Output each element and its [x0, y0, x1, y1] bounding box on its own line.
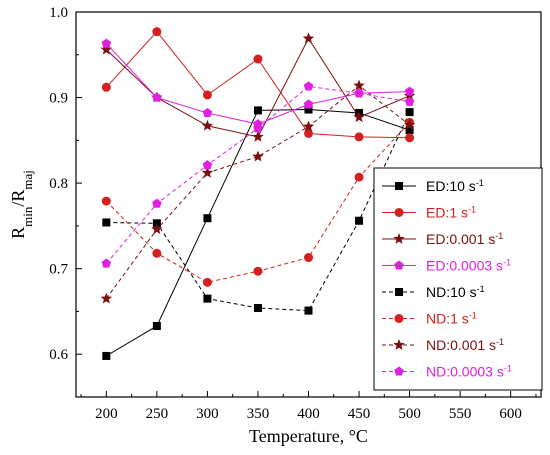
data-point [355, 132, 364, 141]
data-point [203, 278, 212, 287]
x-tick-label: 250 [146, 406, 169, 422]
data-point [405, 97, 415, 106]
data-point [254, 106, 262, 114]
data-point [202, 120, 213, 131]
legend-marker [395, 288, 403, 296]
legend-marker [395, 208, 404, 217]
data-point [102, 83, 111, 92]
data-point [305, 307, 313, 315]
y-tick-label: 1.0 [49, 5, 68, 21]
data-point [253, 267, 262, 276]
data-point [355, 173, 364, 182]
x-tick-label: 500 [398, 406, 421, 422]
data-point [102, 218, 110, 226]
x-tick-label: 600 [499, 406, 522, 422]
data-point [355, 217, 363, 225]
data-point [102, 197, 111, 206]
series-layer [101, 27, 416, 360]
x-tick-label: 550 [449, 406, 472, 422]
data-point [304, 253, 313, 262]
data-point [406, 108, 414, 116]
data-point [405, 87, 415, 96]
legend: ED:10 s-1 ED:1 s-1 ED:0.001 s-1 ED:0.0003 s… [374, 168, 542, 390]
data-point [152, 27, 161, 36]
x-tick-label: 300 [196, 406, 219, 422]
data-point [102, 259, 112, 268]
x-tick-label: 200 [95, 406, 118, 422]
data-point [203, 108, 213, 117]
data-point [152, 199, 162, 208]
legend-label: ND:0.001 s-1 [426, 337, 504, 353]
series-line [106, 110, 409, 356]
data-point [203, 160, 213, 169]
y-axis-title-sub2: maj [20, 170, 35, 190]
legend-label: ND:10 s-1 [426, 284, 485, 300]
data-point [254, 304, 262, 312]
series-1 [102, 106, 413, 360]
y-tick-label: 0.8 [49, 176, 68, 192]
series-line [106, 112, 409, 310]
legend-label-sup: -1 [503, 258, 511, 268]
data-point [252, 151, 263, 162]
data-point [304, 99, 314, 108]
data-point [203, 295, 211, 303]
legend-label-sup: -1 [495, 231, 503, 241]
y-tick-label: 0.6 [49, 347, 68, 363]
series-4 [102, 39, 415, 128]
y-axis-title: Rmin/Rmaj [8, 170, 35, 239]
legend-label-sup: -1 [469, 311, 477, 321]
data-point [203, 90, 212, 99]
data-point [303, 33, 314, 44]
data-point [101, 293, 112, 304]
x-tick-label: 350 [247, 406, 270, 422]
y-tick-label: 0.9 [49, 91, 68, 107]
legend-label-sup: -1 [504, 364, 512, 374]
data-point [102, 352, 110, 360]
x-tick-label: 400 [297, 406, 320, 422]
legend-label-sup: -1 [468, 205, 476, 215]
x-tick-label: 450 [348, 406, 371, 422]
legend-label: ND:0.0003 s-1 [426, 364, 512, 380]
data-point [152, 249, 161, 258]
y-tick-label: 0.7 [49, 262, 68, 278]
data-point [203, 214, 211, 222]
legend-marker [395, 314, 404, 323]
legend-label-sup: -1 [496, 337, 504, 347]
legend-label: ED:0.001 s-1 [426, 231, 503, 247]
series-line [106, 122, 409, 282]
legend-marker [395, 182, 403, 190]
y-axis-title-mid: /R [8, 190, 28, 207]
x-axis-title: Temperature, °C [249, 426, 368, 446]
legend-label-sup: -1 [476, 178, 484, 188]
data-point [304, 81, 314, 90]
legend-label-sup: -1 [477, 284, 485, 294]
data-point [252, 131, 263, 142]
legend-label: ED:0.0003 s-1 [426, 258, 511, 274]
data-point [153, 322, 161, 330]
data-point [405, 133, 414, 142]
data-point [354, 88, 364, 97]
y-axis-title-sub1: min [20, 206, 35, 227]
legend-label: ED:10 s-1 [426, 178, 484, 194]
legend-box [374, 168, 542, 390]
data-point [253, 55, 262, 64]
data-point [102, 39, 112, 48]
y-axis-title-main: R [8, 227, 28, 239]
series-line [106, 86, 409, 299]
